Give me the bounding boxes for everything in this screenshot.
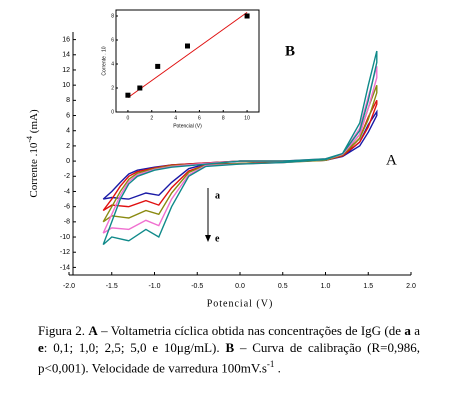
y-tick-label: -12 (60, 249, 70, 256)
point (125, 92, 131, 98)
caption-part: A (88, 323, 98, 338)
y-axis-label-part: -4 (25, 136, 34, 143)
caption-part: a (410, 323, 420, 338)
y-tick-label: -10 (60, 234, 70, 241)
x-tick-label: 0.0 (235, 283, 245, 290)
caption-part: e (38, 340, 44, 355)
caption-part: : 0,1; 1,0; 2,5; 5,0 e 10μg/mL). (43, 340, 226, 355)
caption-part: – Curva de calibração (R=0,986, p<0,001)… (38, 340, 420, 376)
y-axis-label: Corrente .10-4 (mA) (25, 109, 40, 198)
y-tick-label: 6 (66, 112, 70, 119)
cv-curve (102, 109, 378, 200)
y-tick-label: 4 (66, 128, 70, 135)
x-tick-label: -0.5 (191, 283, 203, 290)
point (244, 13, 250, 19)
series-annotation: e (215, 233, 220, 244)
cv-curve (102, 50, 378, 246)
caption: Figura 2. A – Voltametria cíclica obtida… (38, 322, 420, 376)
inset-x-tick-label: 0 (127, 115, 130, 121)
y-axis-label-part: Corrente .10 (28, 142, 40, 197)
y-tick-label: 0 (66, 158, 70, 165)
arrow-head (205, 235, 211, 242)
inset-x-tick-label: 10 (244, 115, 250, 121)
caption-part: -1 (266, 359, 275, 369)
chart: -14 -12 -10 -8 -6 -4 -2 0 2 4 6 8 10 12 14 16 -2.0 -1.5 -1… (25, 9, 416, 309)
inset-y-label: Corrente . 10 (101, 46, 107, 75)
inset-y-tick-label: 8 (111, 13, 114, 19)
y-tick-label: -14 (60, 264, 70, 271)
x-tick-label: -1.5 (106, 283, 118, 290)
panel-label: B (285, 43, 295, 59)
y-tick-label: 14 (62, 52, 70, 59)
y-tick-label: 8 (66, 97, 70, 104)
x-tick-label: 1.5 (363, 283, 373, 290)
cv-curve (102, 99, 378, 212)
y-axis-label-part: (mA) (28, 109, 40, 136)
x-tick-label: 1.0 (321, 283, 331, 290)
caption-part: – Voltametria cíclica obtida nas concent… (97, 323, 405, 338)
panel-label: A (386, 152, 397, 168)
x-tick-label: -2.0 (63, 283, 75, 290)
point (155, 63, 161, 69)
point (137, 85, 143, 91)
cv-curve (102, 84, 378, 223)
caption-part: Figura 2. (38, 323, 89, 338)
y-tick-label: -6 (64, 204, 70, 211)
y-tick-label: 2 (66, 143, 70, 150)
inset-x-tick-label: 6 (198, 115, 201, 121)
y-tick-label: 16 (62, 36, 70, 43)
inset-x-tick-label: 8 (222, 115, 225, 121)
inset-y-tick-label: 4 (111, 61, 114, 67)
inset-x-label: Potencial (V) (173, 123, 202, 129)
inset-y-tick-label: 6 (111, 37, 114, 43)
x-axis-label: Potencial (V) (207, 298, 274, 309)
point (185, 43, 190, 49)
x-tick-label: 2.0 (406, 283, 416, 290)
x-tick-label: -1.0 (148, 283, 160, 290)
y-tick-label: 10 (62, 82, 70, 89)
caption-part: B (225, 340, 235, 355)
y-tick-label: -8 (64, 219, 70, 226)
inset-frame (115, 9, 260, 113)
caption-part: a (404, 323, 411, 338)
caption-part: . (274, 360, 281, 376)
series-annotation: a (215, 190, 220, 201)
y-tick-label: -2 (64, 173, 70, 180)
inset-x-tick-label: 2 (150, 115, 153, 121)
inset-y-tick-label: 2 (111, 85, 114, 91)
inset-y-tick-label: 0 (111, 109, 114, 115)
cv-curve (102, 66, 378, 234)
fit-line (127, 11, 248, 99)
y-tick-label: 12 (62, 67, 70, 74)
y-tick-label: -4 (64, 188, 70, 195)
x-tick-label: 0.5 (278, 283, 288, 290)
inset-x-tick-label: 4 (174, 115, 177, 121)
